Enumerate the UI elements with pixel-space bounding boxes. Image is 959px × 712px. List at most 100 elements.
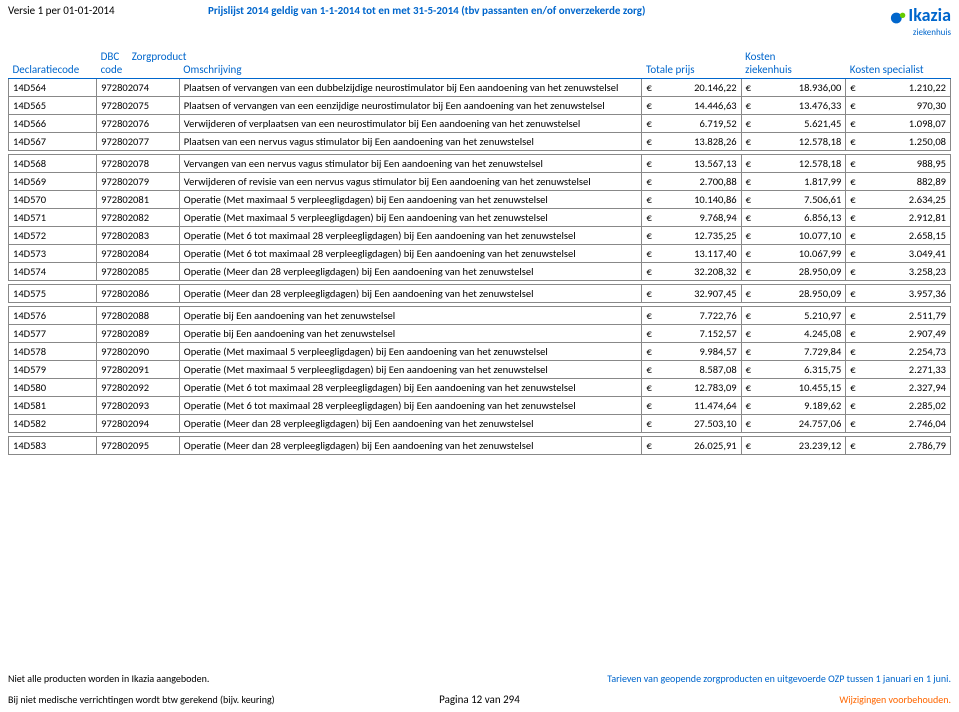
cell-kostenziekenhuis: €18.936,00 <box>741 79 846 97</box>
col-kostenspecialist: Kosten specialist <box>846 48 951 79</box>
table-row: 14D566972802076Verwijderen of verplaatse… <box>9 115 951 133</box>
cell-kostenspecialist: €2.271,33 <box>846 361 951 379</box>
cell-kostenspecialist: €2.746,04 <box>846 415 951 433</box>
cell-decl: 14D581 <box>9 397 97 415</box>
cell-desc: Operatie (Meer dan 28 verpleegligdagen) … <box>179 437 642 455</box>
cell-kostenspecialist: €882,89 <box>846 173 951 191</box>
cell-desc: Verwijderen of revisie van een nervus va… <box>179 173 642 191</box>
cell-kostenziekenhuis: €7.729,84 <box>741 343 846 361</box>
cell-kostenziekenhuis: €6.856,13 <box>741 209 846 227</box>
cell-desc: Operatie bij Een aandoening van het zenu… <box>179 307 642 325</box>
cell-dbc: 972802078 <box>97 155 180 173</box>
col-dbc: DBC Zorgproduct code <box>97 48 180 79</box>
cell-kostenziekenhuis: €4.245,08 <box>741 325 846 343</box>
cell-decl: 14D571 <box>9 209 97 227</box>
cell-totaal: €32.208,32 <box>642 263 741 281</box>
cell-dbc: 972802085 <box>97 263 180 281</box>
cell-dbc: 972802088 <box>97 307 180 325</box>
table-row: 14D576972802088Operatie bij Een aandoeni… <box>9 307 951 325</box>
cell-dbc: 972802083 <box>97 227 180 245</box>
cell-totaal: €26.025,91 <box>642 437 741 455</box>
cell-dbc: 972802093 <box>97 397 180 415</box>
cell-kostenziekenhuis: €12.578,18 <box>741 133 846 151</box>
col-dbc-b: code <box>101 63 123 76</box>
logo-text: Ikazia <box>908 4 951 26</box>
cell-kostenspecialist: €970,30 <box>846 97 951 115</box>
cell-kostenziekenhuis: €5.621,45 <box>741 115 846 133</box>
cell-dbc: 972802091 <box>97 361 180 379</box>
col-dbc-c: Zorgproduct <box>132 50 187 63</box>
col-kostenziekenhuis: Kosten ziekenhuis <box>741 48 846 79</box>
cell-kostenziekenhuis: €28.950,09 <box>741 263 846 281</box>
cell-totaal: €12.783,09 <box>642 379 741 397</box>
table-row: 14D565972802075Plaatsen of vervangen van… <box>9 97 951 115</box>
cell-decl: 14D568 <box>9 155 97 173</box>
cell-desc: Plaatsen of vervangen van een dubbelzijd… <box>179 79 642 97</box>
table-row: 14D573972802084Operatie (Met 6 tot maxim… <box>9 245 951 263</box>
cell-decl: 14D580 <box>9 379 97 397</box>
table-row: 14D568972802078Vervangen van een nervus … <box>9 155 951 173</box>
cell-kostenspecialist: €3.957,36 <box>846 285 951 303</box>
cell-kostenziekenhuis: €9.189,62 <box>741 397 846 415</box>
cell-kostenspecialist: €1.250,08 <box>846 133 951 151</box>
cell-totaal: €12.735,25 <box>642 227 741 245</box>
cell-dbc: 972802075 <box>97 97 180 115</box>
col-kz-b: ziekenhuis <box>745 63 792 76</box>
footer-right1: Tarieven van geopende zorgproducten en u… <box>607 672 951 685</box>
cell-kostenspecialist: €2.912,81 <box>846 209 951 227</box>
cell-decl: 14D573 <box>9 245 97 263</box>
cell-dbc: 972802077 <box>97 133 180 151</box>
cell-dbc: 972802074 <box>97 79 180 97</box>
cell-decl: 14D572 <box>9 227 97 245</box>
cell-dbc: 972802090 <box>97 343 180 361</box>
cell-desc: Operatie (Met maximaal 5 verpleegligdage… <box>179 343 642 361</box>
cell-totaal: €13.117,40 <box>642 245 741 263</box>
logo-icon <box>890 9 908 27</box>
cell-totaal: €13.828,26 <box>642 133 741 151</box>
cell-decl: 14D567 <box>9 133 97 151</box>
cell-kostenspecialist: €1.098,07 <box>846 115 951 133</box>
cell-kostenziekenhuis: €5.210,97 <box>741 307 846 325</box>
cell-kostenziekenhuis: €24.757,06 <box>741 415 846 433</box>
cell-totaal: €11.474,64 <box>642 397 741 415</box>
cell-desc: Operatie (Met 6 tot maximaal 28 verpleeg… <box>179 379 642 397</box>
cell-totaal: €20.146,22 <box>642 79 741 97</box>
table-row: 14D580972802092Operatie (Met 6 tot maxim… <box>9 379 951 397</box>
cell-kostenspecialist: €2.254,73 <box>846 343 951 361</box>
table-row: 14D581972802093Operatie (Met 6 tot maxim… <box>9 397 951 415</box>
cell-desc: Operatie (Met maximaal 5 verpleegligdage… <box>179 191 642 209</box>
col-kz-a: Kosten <box>745 50 775 63</box>
cell-kostenspecialist: €3.258,23 <box>846 263 951 281</box>
cell-desc: Operatie (Meer dan 28 verpleegligdagen) … <box>179 415 642 433</box>
cell-kostenspecialist: €2.511,79 <box>846 307 951 325</box>
version-label: Versie 1 per 01-01-2014 <box>8 4 168 17</box>
cell-dbc: 972802081 <box>97 191 180 209</box>
cell-dbc: 972802079 <box>97 173 180 191</box>
cell-desc: Operatie bij Een aandoening van het zenu… <box>179 325 642 343</box>
cell-kostenspecialist: €1.210,22 <box>846 79 951 97</box>
col-dbc-a: DBC <box>101 50 120 63</box>
cell-totaal: €6.719,52 <box>642 115 741 133</box>
cell-kostenziekenhuis: €10.067,99 <box>741 245 846 263</box>
cell-totaal: €7.152,57 <box>642 325 741 343</box>
cell-totaal: €9.768,94 <box>642 209 741 227</box>
table-row: 14D567972802077Plaatsen van een nervus v… <box>9 133 951 151</box>
cell-kostenziekenhuis: €23.239,12 <box>741 437 846 455</box>
cell-dbc: 972802076 <box>97 115 180 133</box>
cell-dbc: 972802082 <box>97 209 180 227</box>
price-table: Declaratiecode DBC Zorgproduct code Omsc… <box>8 48 951 455</box>
cell-decl: 14D579 <box>9 361 97 379</box>
col-omschrijving: Omschrijving <box>179 48 642 79</box>
col-totaleprijs: Totale prijs <box>642 48 741 79</box>
cell-desc: Vervangen van een nervus vagus stimulato… <box>179 155 642 173</box>
cell-kostenspecialist: €2.285,02 <box>846 397 951 415</box>
cell-kostenziekenhuis: €13.476,33 <box>741 97 846 115</box>
cell-dbc: 972802084 <box>97 245 180 263</box>
cell-kostenziekenhuis: €6.315,75 <box>741 361 846 379</box>
cell-dbc: 972802094 <box>97 415 180 433</box>
cell-desc: Plaatsen van een nervus vagus stimulator… <box>179 133 642 151</box>
cell-desc: Operatie (Met maximaal 5 verpleegligdage… <box>179 209 642 227</box>
cell-decl: 14D583 <box>9 437 97 455</box>
cell-kostenspecialist: €2.786,79 <box>846 437 951 455</box>
cell-decl: 14D577 <box>9 325 97 343</box>
